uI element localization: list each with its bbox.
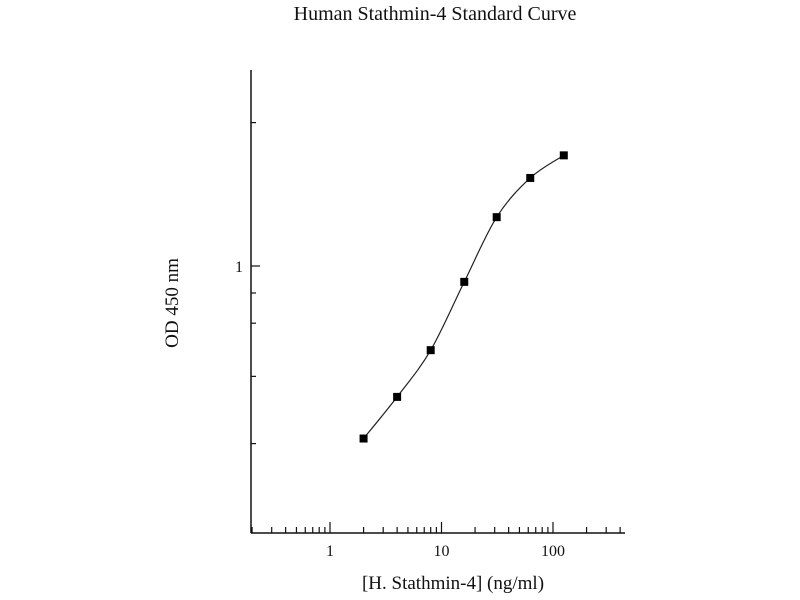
x-tick-label: 100 (541, 543, 565, 560)
x-tick-label: 10 (434, 543, 450, 560)
data-point (460, 277, 469, 286)
x-tick-label: 1 (326, 543, 334, 560)
data-point (526, 173, 535, 182)
y-tick-label: 1 (235, 259, 243, 276)
chart-title: Human Stathmin-4 Standard Curve (294, 3, 577, 25)
x-axis-label: [H. Stathmin-4] (ng/ml) (362, 573, 544, 594)
data-point (559, 151, 568, 160)
y-axis-label: OD 450 nm (162, 258, 183, 348)
data-point (393, 392, 402, 401)
data-point (359, 434, 368, 443)
data-point (492, 213, 501, 222)
data-point (426, 346, 435, 355)
